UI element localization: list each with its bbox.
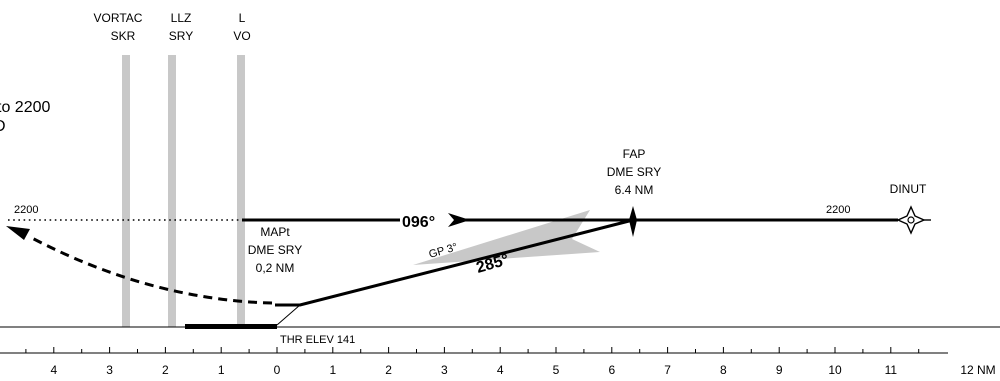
inbound-arrowhead [448,213,470,227]
scale-tick-label: 8 [720,363,727,377]
threshold-elevation-label: THR ELEV 141 [280,334,355,346]
vortac-ident-label: SKR [111,29,136,43]
fap-distance-label: 6.4 NM [615,183,654,197]
scale-tick-label: 9 [776,363,783,377]
glide-path-wedge [413,210,600,265]
llz-ident-label: SRY [169,29,193,43]
locator-ident-label: VO [233,29,250,43]
scale-tick-label: 4 [50,363,57,377]
scale-tick-label: 2 [162,363,169,377]
scale-unit: NM [977,363,996,377]
scale-tick-label: 0 [274,363,281,377]
procedure-note-line2: D [0,118,6,135]
scale-tick-label: 5 [553,363,560,377]
mapt-label: MAPt [260,225,290,239]
fap-dme-label: DME SRY [607,165,661,179]
scale-unit-label: 12 NM [960,363,995,377]
llz-bar [168,55,176,327]
vortac-type-label: VORTAC [94,11,143,25]
locator-type-label: L [239,11,246,25]
fap-label: FAP [623,147,646,161]
scale-last-tick: 12 [960,363,974,377]
vortac-bar [122,55,130,327]
llz-type-label: LLZ [171,11,192,25]
scale-tick-label: 3 [441,363,448,377]
mapt-dme-label: DME SRY [248,243,302,257]
scale-tick-label: 6 [608,363,615,377]
altitude-label: 2200 [826,204,850,216]
dinut-label: DINUT [890,182,927,196]
scale-tick-label: 7 [664,363,671,377]
inbound-course-label: 096° [402,214,435,231]
missed-approach-arrowhead [6,226,30,240]
dinut-waypoint-icon [896,205,931,235]
scale-tick-label: 1 [218,363,225,377]
scale-tick-label: 4 [497,363,504,377]
scale-tick-label: 3 [106,363,113,377]
scale-tick-label: 2 [385,363,392,377]
scale-tick-label: 10 [828,363,842,377]
distance-scale-ticks [25,347,920,353]
mapt-leader-line [276,304,301,326]
missed-altitude-label: 2200 [14,204,38,216]
scale-tick-label: 1 [329,363,336,377]
mapt-distance-label: 0,2 NM [256,261,295,275]
missed-approach-path [29,235,273,305]
scale-tick-label: 11 [885,363,898,377]
final-approach-path [275,218,634,307]
locator-bar [237,55,245,327]
distance-scale-labels: 4 3 2 1 0 1 2 3 4 5 6 7 8 9 10 11 [50,363,897,377]
procedure-note-line1: to 2200 [0,99,50,116]
runway [185,324,277,329]
